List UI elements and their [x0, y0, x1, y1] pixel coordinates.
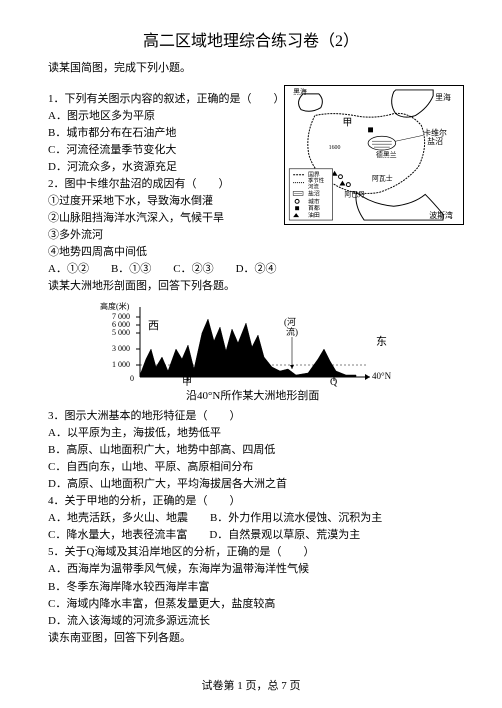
page-footer: 试卷第 1 页，总 7 页 — [0, 678, 502, 695]
q2-i3: ③多外流河 — [48, 227, 454, 244]
chart-caption: 沿40°N所作某大洲地形剖面 — [186, 388, 319, 402]
legend-oil: 油田 — [308, 211, 320, 219]
intro3: 读东南亚图，回答下列各题。 — [48, 630, 454, 647]
q3-A: A．以平原为主，海拔低，地势低平 — [48, 425, 454, 442]
y0: 0 — [130, 374, 134, 383]
chart-east: 东 — [376, 335, 387, 348]
q2-i4: ④地势四周高中间低 — [48, 244, 454, 261]
content-wrap: 里海 黑海 波斯湾 卡维尔盐沼 甲 德黑兰 阿瓦士 阿巴丹 1600 国界 — [48, 85, 454, 647]
chart-west: 西 — [148, 320, 159, 332]
q5-D: D．流入该海域的河流多源远流长 — [48, 613, 454, 630]
q5-A: A．西海岸为温带季风气候，东海岸为温带海洋性气候 — [48, 561, 454, 578]
chart-river: (河流) — [284, 316, 298, 337]
q3-D: D．高原、山地面积广大，平均海拔居各大洲之首 — [48, 476, 454, 493]
map-label-contour: 1600 — [329, 145, 341, 151]
q5-B: B．冬季东海岸降水较西海岸丰富 — [48, 579, 454, 596]
q2-opts: A．①② B．①③ C．②③ D．②④ — [48, 261, 454, 278]
y3000: 3 000 — [112, 344, 130, 353]
map-label-jia: 甲 — [342, 117, 352, 128]
q3-C: C．自西向东，山地、平原、高原相间分布 — [48, 459, 454, 476]
q4-A: A．地壳活跃，多火山、地震 B．外力作用以流水侵蚀、沉积为主 — [48, 510, 454, 527]
map-label-heihai: 黑海 — [293, 86, 307, 95]
legend-salt: 盐沼 — [308, 189, 320, 197]
intro-text: 读某国简图，完成下列小题。 — [48, 60, 454, 77]
y1000: 1 000 — [112, 360, 130, 369]
map-figure: 里海 黑海 波斯湾 卡维尔盐沼 甲 德黑兰 阿瓦士 阿巴丹 1600 国界 — [284, 85, 464, 225]
legend-city: 城市 — [308, 197, 320, 205]
chart-ylabel: 高度(米) — [100, 301, 130, 311]
q4-C: C．降水量大，地表径流丰富 D．自然景观以草原、荒漠为主 — [48, 527, 454, 544]
y5000: 5 000 — [112, 328, 130, 337]
chart-jia: 甲 — [182, 377, 192, 388]
chart-lat: 40°N — [372, 371, 392, 381]
q5-stem: 5．关于Q海域及其沿岸地区的分析，正确的是（ ） — [48, 544, 454, 561]
q3-stem: 3．图示大洲基本的地形特征是（ ） — [48, 408, 454, 425]
profile-chart: 高度(米) 7 000 6 000 5 000 3 000 1 000 0 西 … — [96, 299, 406, 404]
legend-capital: 首都 — [308, 204, 320, 212]
q5-C: C．海域内降水丰富，但蒸发量更大，盐度较高 — [48, 596, 454, 613]
map-label-bosiwan: 波斯湾 — [429, 210, 453, 220]
q3-B: B．高原、山地面积广大，地势中部高、四周低 — [48, 442, 454, 459]
page-title: 高二区域地理综合练习卷（2） — [48, 30, 454, 54]
map-label-lihai: 里海 — [435, 91, 451, 101]
intro2: 读某大洲地形剖面图，回答下列各题。 — [48, 278, 454, 295]
q4-stem: 4．关于甲地的分析，正确的是（ ） — [48, 493, 454, 510]
map-label-dehelan: 德黑兰 — [376, 149, 397, 158]
map-label-ahwazi: 阿瓦士 — [372, 173, 393, 182]
map-label-abadan: 阿巴丹 — [344, 189, 365, 198]
